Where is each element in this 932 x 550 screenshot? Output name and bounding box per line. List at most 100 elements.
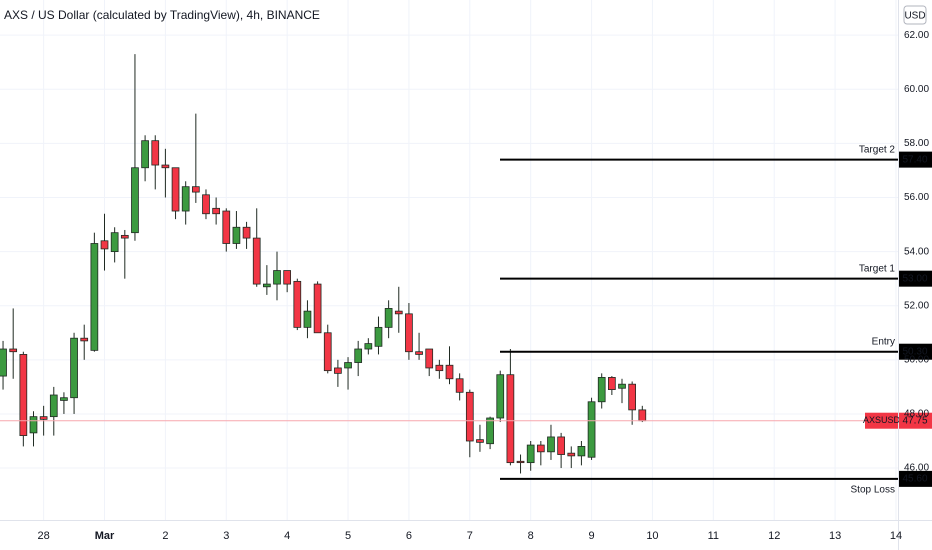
candle-body [202, 194, 210, 215]
candle-body [425, 348, 434, 369]
candle-body [293, 280, 302, 328]
candle-body [29, 416, 38, 434]
level-tag [899, 470, 932, 487]
y-tick-label: 54.00 [904, 246, 929, 257]
candle-body [394, 310, 403, 315]
y-tick-label: 46.00 [904, 463, 929, 474]
y-tick-label: 62.00 [904, 30, 929, 41]
candle-body [344, 362, 352, 369]
y-tick-label: 50.00 [904, 354, 929, 365]
candle-body [120, 234, 129, 239]
x-tick-label: 7 [467, 530, 473, 542]
candle-body [80, 337, 89, 342]
symbol-label: AXSUSD [863, 415, 901, 425]
candle-body [354, 348, 363, 363]
grid [0, 0, 898, 520]
candle-body [516, 460, 525, 464]
x-tick-label: 4 [284, 530, 290, 542]
marks [0, 54, 647, 474]
x-tick-label: Mar [95, 530, 115, 542]
candle-body [597, 377, 606, 403]
candle-body [455, 378, 464, 393]
candle-body [110, 232, 119, 253]
symbol-tag [865, 412, 898, 429]
candle-body [49, 394, 58, 418]
candle-body [536, 444, 545, 453]
candle-body [19, 354, 28, 436]
candle-body [252, 237, 261, 285]
price-label: 47.75 [902, 415, 927, 426]
candle-body [171, 167, 180, 212]
candle-body [283, 270, 292, 285]
candle-body [587, 401, 596, 458]
x-tick-label: 3 [223, 530, 229, 542]
level-label: 45.60 [902, 474, 927, 485]
candle-body [496, 374, 505, 419]
level-label: 57.40 [902, 154, 927, 165]
candle-body [364, 343, 373, 350]
level-name: Entry [872, 336, 895, 347]
candle-body [415, 351, 423, 355]
candle-body [577, 446, 586, 457]
candle-body [445, 364, 454, 380]
x-tick-label: 11 [708, 530, 719, 542]
candle-body [191, 186, 200, 193]
currency[interactable]: USD [904, 11, 925, 22]
level-name: Target 1 [859, 263, 896, 274]
level-tag [899, 270, 932, 287]
x-tick-label: 6 [406, 530, 412, 542]
x-tick-label: 5 [345, 530, 351, 542]
candle-body [181, 186, 190, 212]
candle-body [405, 313, 413, 353]
candle-body [557, 436, 565, 455]
candle-body [618, 383, 626, 389]
level-name: Target 2 [859, 144, 896, 155]
x-tick-label: 9 [589, 530, 595, 542]
x-tick-label: 8 [528, 530, 534, 542]
arrow-shaft [651, 160, 744, 353]
y-tick-label: 60.00 [904, 84, 929, 95]
level-label: 53.00 [902, 273, 927, 284]
candle-body [608, 377, 616, 390]
x-tick-label: 2 [162, 530, 168, 542]
level-name: Stop Loss [851, 485, 895, 496]
candle-body [384, 308, 393, 328]
x-tick-label: 28 [38, 530, 50, 542]
candle-body [435, 364, 444, 372]
candle-body [628, 383, 637, 411]
candle-body [476, 439, 484, 443]
candle-body [131, 167, 139, 234]
candle-body [313, 283, 322, 334]
candle-body [567, 452, 576, 457]
arrow-head [729, 159, 745, 177]
candle-body [161, 164, 170, 169]
candle-body [486, 417, 494, 445]
level-tag [899, 151, 932, 168]
level-tag [899, 343, 932, 360]
y-tick-label: 48.00 [904, 409, 929, 420]
candle-body [222, 210, 231, 244]
price-tag [899, 412, 932, 429]
y-tick-label: 52.00 [904, 300, 929, 311]
candle-body [465, 391, 474, 442]
x-tick-label: 13 [829, 530, 841, 542]
candle-body [323, 332, 332, 372]
candle-body [151, 140, 160, 166]
candle-body [100, 240, 109, 250]
x-tick-label: 10 [646, 530, 658, 542]
x-tick-label: 12 [768, 530, 780, 542]
candle-body [263, 283, 271, 288]
candle-body [303, 310, 312, 328]
candle-body [374, 326, 383, 347]
candle-body [547, 436, 555, 453]
y-tick-label: 58.00 [904, 138, 929, 149]
candle-body [141, 140, 149, 169]
y-tick-label: 56.00 [904, 192, 929, 203]
currency-box[interactable] [903, 5, 927, 25]
candle-body [39, 416, 48, 420]
level-label: 50.30 [902, 346, 927, 357]
candle-body [526, 444, 535, 464]
overlays: AXSUSD 47.75 Target 2 57.40 Target 1 53.00 Ent… [0, 144, 932, 496]
candle-body [60, 397, 68, 401]
